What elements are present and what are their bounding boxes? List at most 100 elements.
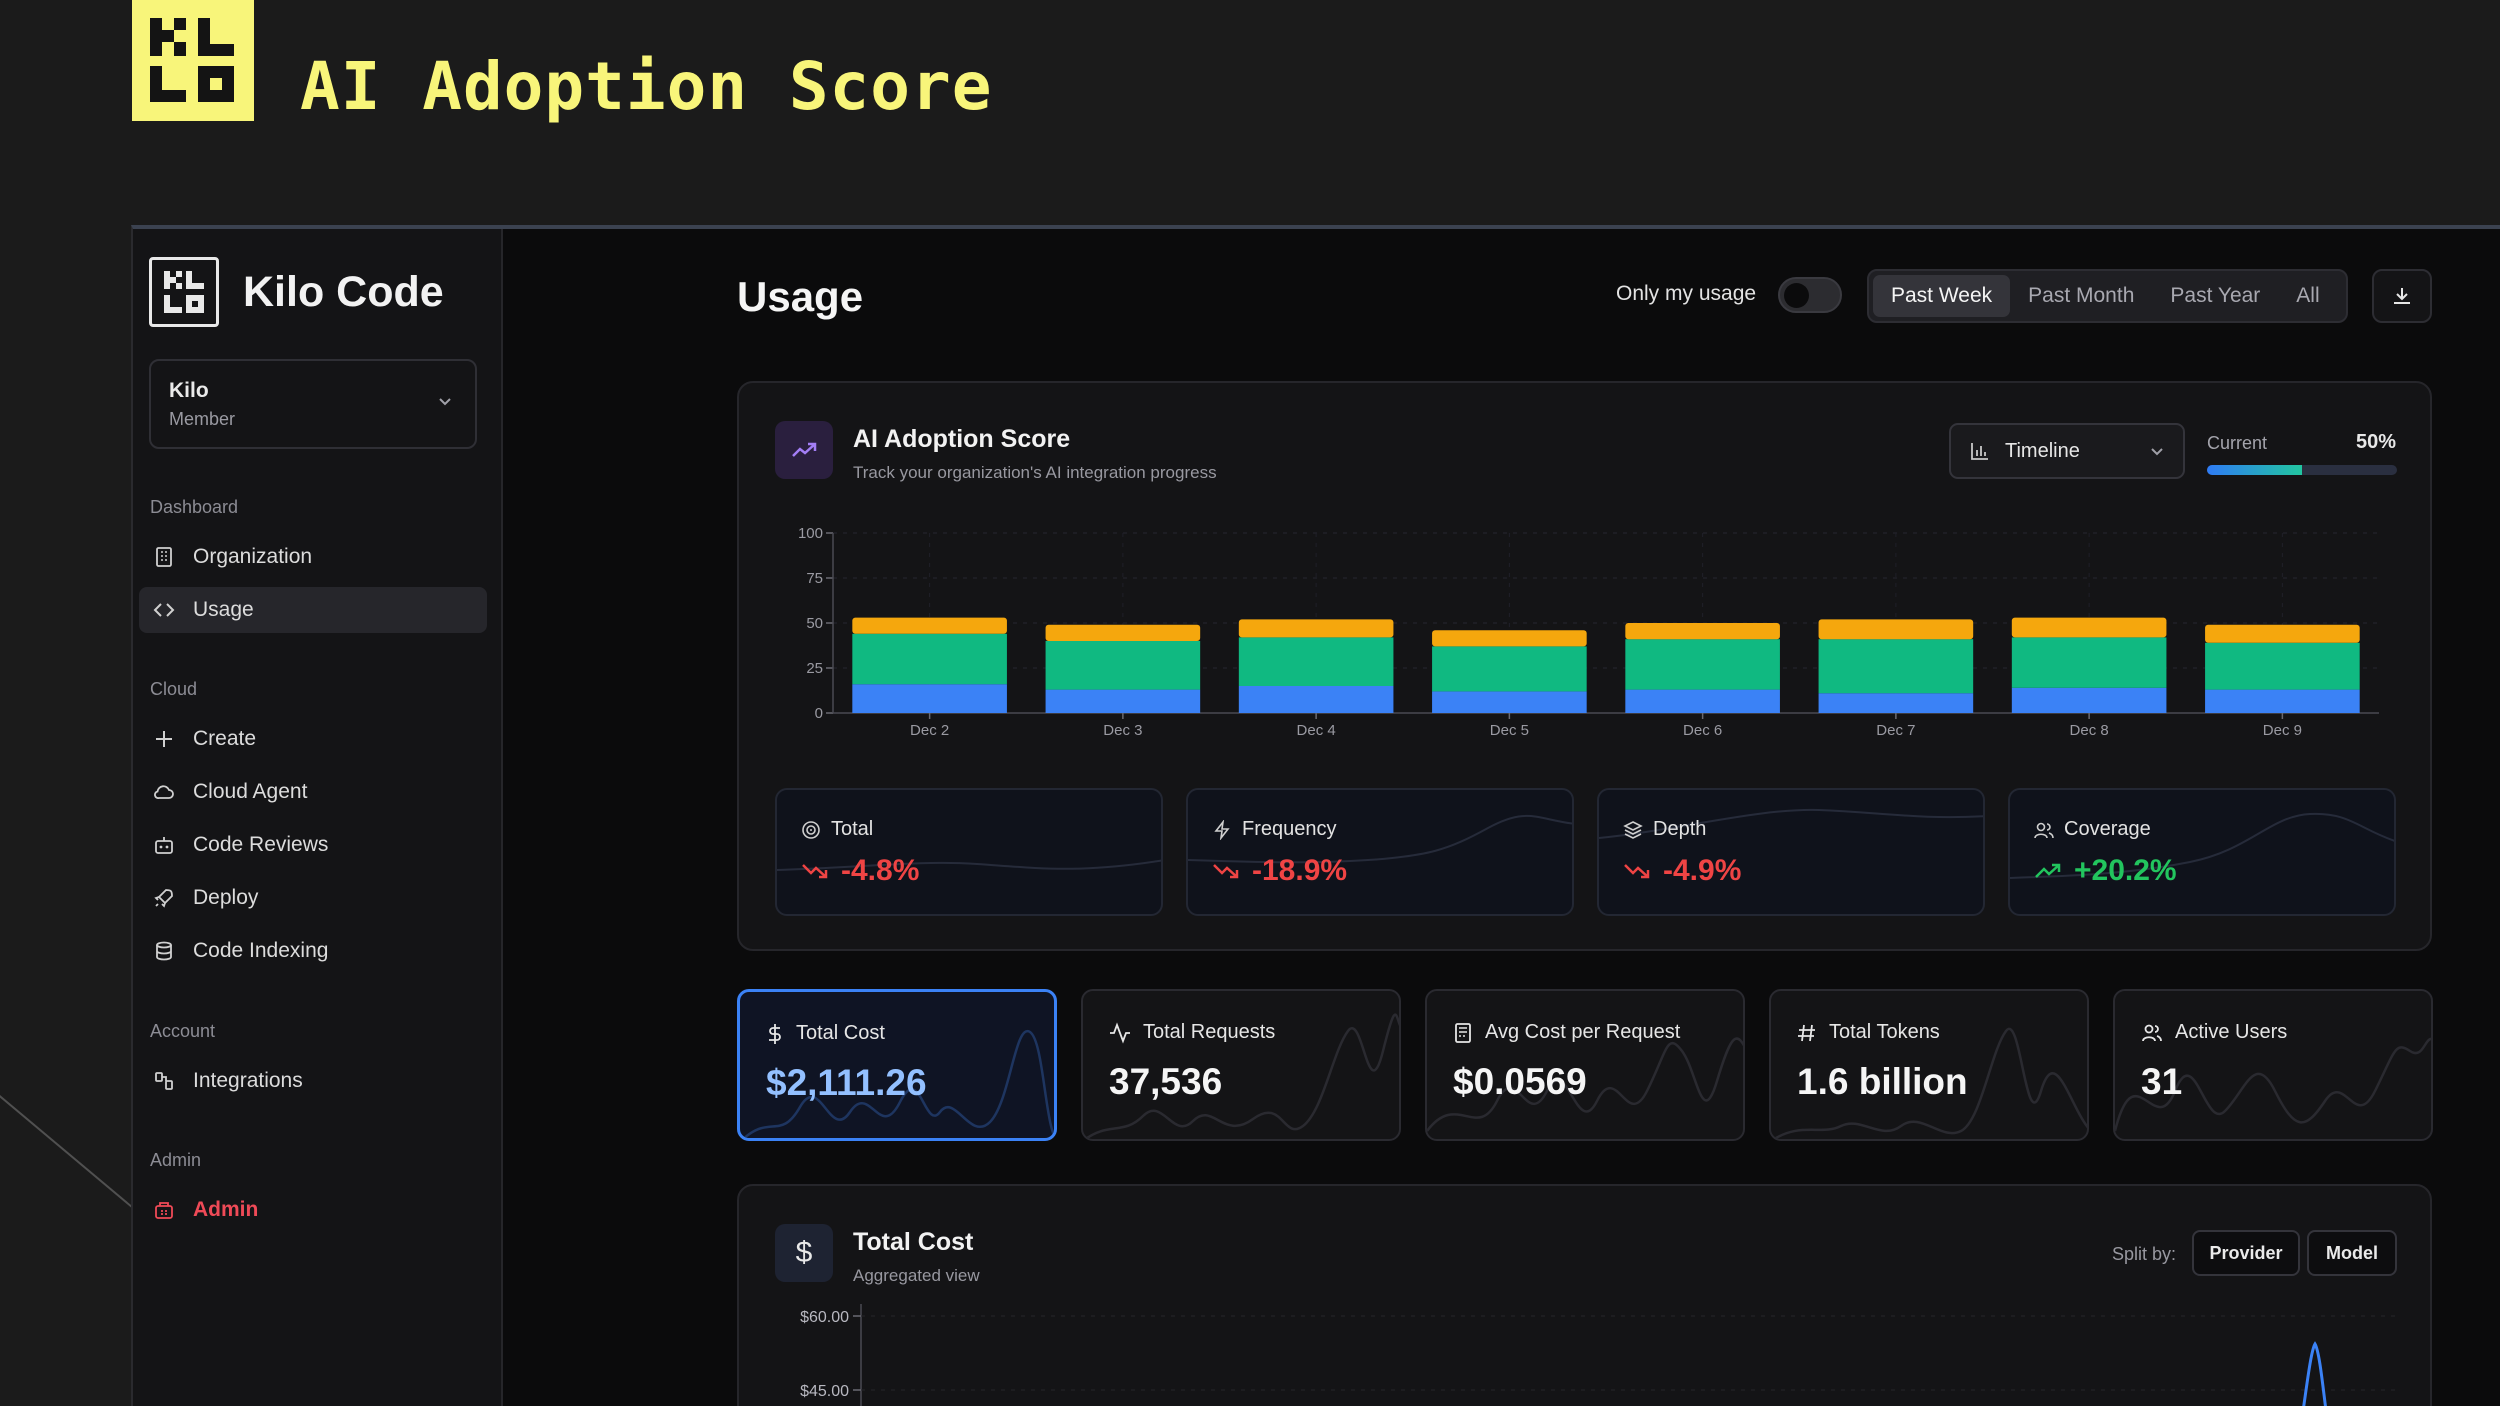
chart-bar-segment	[2205, 624, 2360, 643]
sidebar-item-organization[interactable]: Organization	[139, 534, 487, 580]
chart-bar-segment	[1432, 630, 1587, 647]
sparkline	[1599, 808, 1983, 839]
only-my-usage-toggle[interactable]	[1778, 277, 1842, 313]
stat-value: 1.6 billion	[1797, 1061, 1968, 1102]
sidebar-item-create[interactable]: Create	[139, 716, 487, 762]
sparkline	[1771, 1027, 2087, 1139]
chart-bar-segment	[1625, 639, 1780, 690]
current-label: Current	[2207, 433, 2268, 453]
sparkline	[2010, 812, 2394, 879]
org-selector[interactable]: Kilo Member	[149, 359, 477, 449]
zap-icon	[1214, 819, 1230, 840]
section-label-admin: Admin	[150, 1150, 202, 1170]
split-provider-button[interactable]: Provider	[2192, 1230, 2300, 1276]
chart-y-tick-label: 75	[806, 570, 823, 587]
metric-card-coverage[interactable]: Coverage +20.2%	[2008, 788, 2396, 916]
adoption-score-panel: AI Adoption Score Track your organizatio…	[737, 381, 2432, 951]
org-role: Member	[169, 409, 236, 429]
split-model-button[interactable]: Model	[2307, 1230, 2397, 1276]
chart-bar-segment	[852, 633, 1007, 685]
activity-icon	[1110, 1021, 1130, 1044]
stat-label: Total Cost	[796, 1022, 885, 1044]
sidebar-item-cloud-agent[interactable]: Cloud Agent	[139, 769, 487, 815]
metric-label: Coverage	[2064, 818, 2151, 840]
plus-icon	[156, 731, 172, 747]
sidebar-item-label: Code Indexing	[193, 939, 329, 962]
chart-bar-segment	[1818, 639, 1974, 694]
cost-y-tick-label: $60.00	[800, 1309, 849, 1326]
chart-bar-segment	[1625, 623, 1780, 640]
stat-card-avg-cost[interactable]: Avg Cost per Request $0.0569	[1425, 989, 1745, 1141]
chart-bar-segment	[1238, 686, 1394, 713]
stat-card-total-cost[interactable]: Total Cost $2,111.26	[737, 989, 1057, 1141]
chart-bar-segment	[1818, 619, 1974, 640]
metric-card-depth[interactable]: Depth -4.9%	[1597, 788, 1985, 916]
stat-value: 31	[2141, 1061, 2183, 1102]
chart-bar-segment	[2011, 617, 2167, 638]
sidebar-item-usage[interactable]: Usage	[139, 587, 487, 633]
metric-card-total[interactable]: Total -4.8%	[775, 788, 1163, 916]
stat-card-total-requests[interactable]: Total Requests 37,536	[1081, 989, 1401, 1141]
org-name: Kilo	[169, 379, 209, 402]
sparkline	[777, 859, 1161, 871]
chart-x-tick-label: Dec 5	[1490, 722, 1529, 739]
brand[interactable]: Kilo Code	[149, 257, 444, 327]
download-button[interactable]	[2372, 269, 2432, 323]
sidebar-item-code-reviews[interactable]: Code Reviews	[139, 822, 487, 868]
trending-down-icon	[1624, 864, 1650, 879]
stat-label: Total Tokens	[1829, 1021, 1940, 1043]
chart-x-tick-label: Dec 2	[910, 722, 949, 739]
tab-past-month[interactable]: Past Month	[2028, 284, 2135, 307]
stat-value: 37,536	[1109, 1061, 1223, 1102]
hero-logo	[132, 0, 254, 121]
dollar-icon	[769, 1023, 781, 1044]
app-window: Kilo Code Kilo Member Dashboard Organiza…	[131, 225, 2500, 1406]
code-icon	[153, 603, 175, 617]
layers-icon	[1623, 820, 1643, 839]
tab-past-year[interactable]: Past Year	[2170, 284, 2261, 307]
view-select[interactable]: Timeline	[1949, 423, 2185, 479]
cloud-icon	[154, 785, 174, 799]
main-content: Usage Only my usage Past Week Past Month…	[503, 229, 2500, 1406]
cost-line-chart: $60.00 $45.00	[800, 1304, 2399, 1406]
stat-card-active-users[interactable]: Active Users 31	[2113, 989, 2433, 1141]
chart-y-tick-label: 0	[815, 705, 823, 722]
chart-x-tick-label: Dec 3	[1103, 722, 1142, 739]
stat-card-total-tokens[interactable]: Total Tokens 1.6 billion	[1769, 989, 2089, 1141]
page-title: Usage	[737, 273, 864, 320]
metric-card-frequency[interactable]: Frequency -18.9%	[1186, 788, 1574, 916]
chevron-down-icon	[2151, 448, 2163, 456]
chart-bar-segment	[2011, 687, 2167, 713]
sidebar-item-label: Create	[193, 727, 257, 750]
trending-down-icon	[802, 864, 828, 879]
metric-value: -18.9%	[1252, 854, 1348, 887]
chart-x-tick-label: Dec 9	[2263, 722, 2302, 739]
sidebar-item-label: Organization	[193, 545, 313, 568]
stat-value: $0.0569	[1453, 1061, 1587, 1102]
tab-past-week[interactable]: Past Week	[1873, 275, 2011, 317]
integrations-icon	[155, 1072, 173, 1090]
cost-y-tick-label: $45.00	[800, 1383, 849, 1400]
receipt-icon	[1455, 1022, 1471, 1043]
chart-bar-segment	[1238, 637, 1394, 686]
database-icon	[156, 941, 172, 961]
sidebar-item-deploy[interactable]: Deploy	[139, 875, 487, 921]
chevron-down-icon	[439, 398, 451, 406]
chart-bar-segment	[2011, 637, 2167, 688]
cost-series-line	[2302, 1341, 2327, 1406]
stat-label: Active Users	[2175, 1021, 2288, 1043]
sidebar-item-code-indexing[interactable]: Code Indexing	[139, 928, 487, 974]
sidebar-item-label: Code Reviews	[193, 833, 329, 856]
tab-all[interactable]: All	[2296, 284, 2320, 307]
metric-value: +20.2%	[2074, 854, 2177, 887]
chart-bar-segment	[852, 684, 1007, 713]
chart-bar-segment	[1625, 689, 1780, 713]
chart-y-tick-label: 25	[806, 660, 823, 677]
download-icon	[2394, 288, 2410, 304]
dollar-icon: $	[775, 1224, 833, 1282]
stat-label: Total Requests	[1143, 1021, 1276, 1043]
sidebar-item-admin[interactable]: Admin	[139, 1187, 487, 1233]
sidebar-item-integrations[interactable]: Integrations	[139, 1058, 487, 1104]
chart-bar-segment	[2205, 642, 2360, 690]
brand-name: Kilo Code	[243, 267, 444, 316]
